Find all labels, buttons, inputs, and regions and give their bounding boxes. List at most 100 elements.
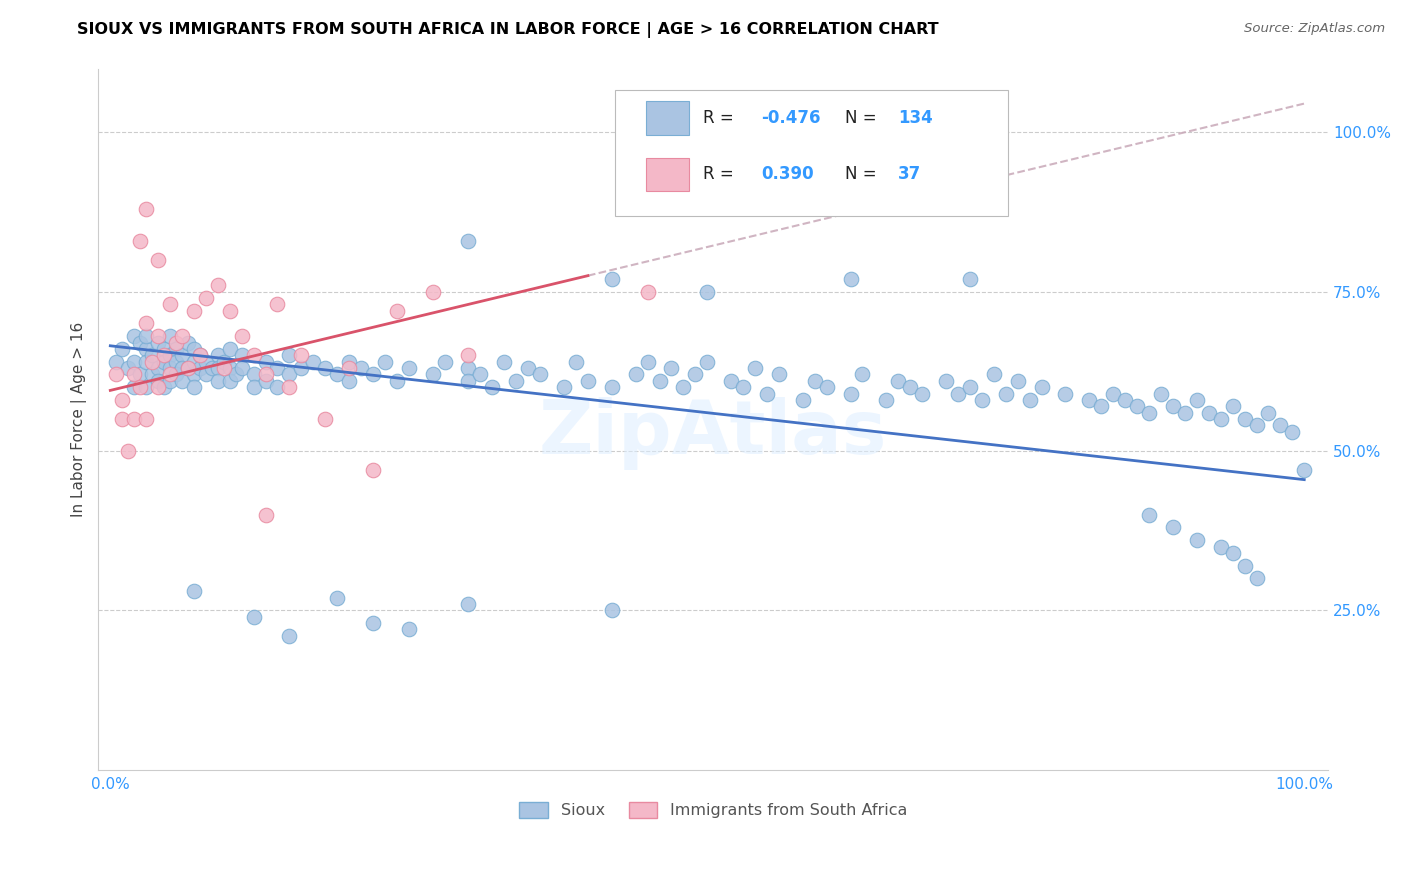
Point [374, 355, 396, 369]
Point [159, 368, 181, 382]
Point [207, 361, 229, 376]
Point [1161, 400, 1184, 414]
Point [517, 361, 540, 376]
Point [242, 368, 264, 382]
Point [803, 374, 825, 388]
Point [685, 368, 707, 382]
Point [361, 368, 384, 382]
Point [326, 368, 349, 382]
Point [1209, 412, 1232, 426]
Point [278, 368, 301, 382]
Point [135, 317, 157, 331]
Point [1233, 412, 1256, 426]
Point [135, 355, 157, 369]
Point [278, 348, 301, 362]
Point [624, 368, 647, 382]
Point [648, 374, 671, 388]
Point [457, 234, 479, 248]
Point [935, 374, 957, 388]
Point [122, 355, 145, 369]
Point [314, 412, 336, 426]
Point [1281, 425, 1303, 439]
Point [117, 361, 139, 376]
Point [529, 368, 551, 382]
Point [385, 303, 408, 318]
Point [159, 348, 181, 362]
Point [337, 355, 360, 369]
Point [111, 412, 134, 426]
Point [183, 342, 205, 356]
Point [661, 361, 683, 376]
Point [1031, 380, 1053, 394]
Point [129, 380, 152, 394]
Point [278, 380, 301, 394]
Text: -0.476: -0.476 [761, 110, 821, 128]
Point [105, 355, 128, 369]
Point [433, 355, 456, 369]
Legend: Sioux, Immigrants from South Africa: Sioux, Immigrants from South Africa [513, 796, 914, 825]
Point [225, 368, 247, 382]
Point [696, 285, 718, 299]
Point [1174, 406, 1197, 420]
Point [122, 412, 145, 426]
Point [361, 463, 384, 477]
Point [183, 303, 205, 318]
Point [135, 412, 157, 426]
Point [135, 380, 157, 394]
Point [720, 374, 742, 388]
Point [188, 361, 211, 376]
Point [1246, 418, 1268, 433]
Point [231, 361, 253, 376]
Point [600, 272, 623, 286]
Point [207, 278, 229, 293]
Point [254, 508, 277, 522]
Point [839, 272, 862, 286]
Text: 134: 134 [897, 110, 932, 128]
Point [792, 392, 814, 407]
Point [385, 374, 408, 388]
Point [183, 584, 205, 599]
Point [153, 342, 176, 356]
Point [505, 374, 527, 388]
Point [398, 623, 420, 637]
Point [1185, 392, 1208, 407]
Point [898, 380, 921, 394]
Point [314, 361, 336, 376]
Point [170, 348, 193, 362]
Point [177, 361, 200, 376]
Point [146, 252, 169, 267]
Point [565, 355, 588, 369]
Point [733, 380, 755, 394]
Point [422, 285, 444, 299]
Point [350, 361, 373, 376]
Point [218, 361, 240, 376]
Point [170, 374, 193, 388]
Point [983, 368, 1005, 382]
Point [218, 374, 240, 388]
Point [326, 591, 349, 605]
Point [201, 361, 224, 376]
Text: 0.390: 0.390 [761, 165, 814, 184]
Point [218, 303, 240, 318]
Point [135, 202, 157, 216]
Point [1222, 546, 1244, 560]
Point [1126, 400, 1149, 414]
Point [165, 355, 187, 369]
Point [242, 380, 264, 394]
Text: Source: ZipAtlas.com: Source: ZipAtlas.com [1244, 22, 1385, 36]
Point [146, 361, 169, 376]
Point [696, 355, 718, 369]
Point [159, 329, 181, 343]
Point [165, 342, 187, 356]
Point [218, 342, 240, 356]
Point [302, 355, 325, 369]
Point [398, 361, 420, 376]
Point [212, 361, 235, 376]
Point [194, 355, 217, 369]
Point [111, 392, 134, 407]
Point [105, 368, 128, 382]
Text: N =: N = [845, 165, 882, 184]
Y-axis label: In Labor Force | Age > 16: In Labor Force | Age > 16 [72, 321, 87, 516]
Point [122, 329, 145, 343]
Bar [645, 158, 689, 191]
